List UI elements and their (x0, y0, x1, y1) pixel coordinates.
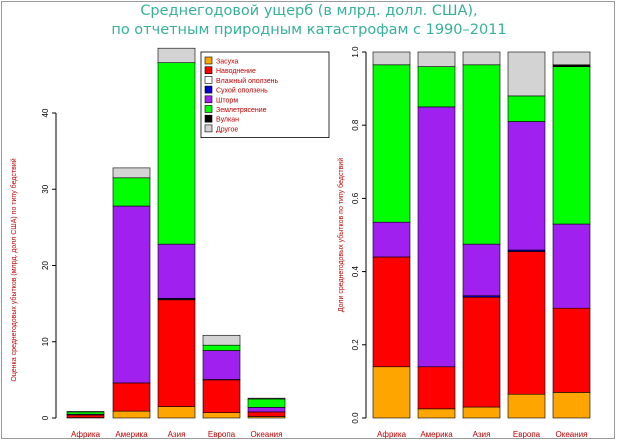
bar-segment-1 (112, 382, 151, 412)
legend-box (200, 51, 330, 138)
bar-segment-1 (112, 410, 151, 419)
x-category-label-2: Америка (420, 430, 453, 439)
chart-title: Среднегодовой ущерб (в млрд. долл. США),… (0, 2, 618, 40)
y-tick-label-2: 0.0 (351, 412, 360, 424)
y-tick-label-1: 10 (41, 337, 50, 346)
y-tick-label-2: 1.0 (351, 46, 360, 58)
x-category-label-2: Африка (377, 430, 407, 439)
legend-label: Вулкан (216, 117, 239, 124)
x-category-label-1: Азия (168, 430, 186, 439)
bar-segment-2 (417, 366, 456, 410)
y-tick-label-2: 0.6 (351, 192, 360, 204)
bar-segment-2 (507, 95, 546, 122)
y-tick-label-1: 0 (41, 415, 50, 420)
legend-swatch (204, 85, 213, 94)
legend-label: Землетрясение (216, 107, 267, 114)
chart-title-line-1: Среднегодовой ущерб (в млрд. долл. США), (140, 3, 478, 19)
x-category-label-1: Америка (115, 430, 148, 439)
bar-segment-2 (372, 64, 411, 223)
legend-swatch (204, 76, 213, 84)
bar-segment-1 (202, 334, 241, 346)
bar-segment-2 (462, 296, 501, 408)
legend-swatch (204, 95, 213, 104)
bar-segment-1 (66, 414, 105, 418)
bar-segment-2 (462, 64, 501, 245)
chart-title-line-2: по отчетным природным катастрофам с 1990… (111, 22, 507, 38)
bar-segment-2 (462, 51, 501, 66)
y-tick-label-1: 40 (41, 108, 50, 117)
y-tick-label-2: 0.4 (351, 265, 360, 277)
x-category-label-1: Европа (208, 430, 236, 439)
bar-segment-1 (202, 412, 241, 419)
bar-segment-1 (66, 411, 105, 415)
bar-segment-2 (462, 406, 501, 419)
x-category-label-2: Европа (513, 430, 541, 439)
bar-segment-2 (417, 66, 456, 108)
legend-label: Наводнение (216, 68, 256, 75)
bar-segment-2 (372, 256, 411, 368)
y-axis-label-1: Оценка среднегодовых убытков (млрд. долл… (10, 158, 18, 381)
bar-segment-1 (157, 243, 196, 299)
bar-segment-2 (507, 51, 546, 97)
bar-segment-1 (157, 299, 196, 407)
legend-label: Сухой оползень (216, 87, 268, 95)
bar-segment-1 (247, 407, 286, 413)
legend-swatch (204, 66, 213, 74)
legend-label: Влажный оползень (216, 77, 278, 85)
bar-segment-1 (112, 177, 151, 207)
bar-segment-1 (202, 350, 241, 380)
legend-label: Засуха (216, 59, 239, 66)
y-axis-label-2: Доли среднегодовых убытков по типу бедст… (337, 158, 345, 312)
legend-swatch (204, 114, 213, 123)
bar-segment-1 (247, 411, 286, 417)
bar-segment-2 (417, 408, 456, 419)
bar-segment-2 (507, 251, 546, 395)
bar-segment-2 (552, 51, 591, 66)
bar-segment-1 (157, 62, 196, 245)
bar-segment-2 (372, 51, 411, 66)
bar-segment-2 (552, 392, 591, 419)
bar-segment-2 (372, 366, 411, 419)
bar-segment-2 (462, 243, 501, 297)
bar-segment-1 (247, 398, 286, 408)
bar-segment-1 (112, 167, 151, 179)
x-category-label-2: Океания (556, 430, 588, 439)
bar-segment-1 (157, 406, 196, 419)
y-tick-label-1: 30 (41, 184, 50, 193)
bar-segment-1 (112, 205, 151, 384)
legend-swatch (204, 56, 213, 65)
bar-segment-1 (157, 47, 196, 63)
x-category-label-1: Африка (71, 430, 101, 439)
bar-segment-2 (552, 66, 591, 225)
legend-swatch (204, 105, 213, 113)
x-category-label-2: Азия (473, 430, 491, 439)
bar-segment-2 (507, 393, 546, 419)
bar-segment-2 (552, 223, 591, 309)
y-tick-label-2: 0.2 (351, 339, 360, 351)
legend-swatch (204, 124, 213, 133)
bar-segment-2 (417, 51, 456, 67)
bar-segment-2 (552, 307, 591, 393)
bar-segment-1 (247, 397, 286, 400)
legend-label: Шторм (216, 97, 238, 104)
y-tick-label-1: 20 (41, 261, 50, 270)
bar-segment-2 (417, 106, 456, 368)
bar-segment-1 (202, 379, 241, 413)
x-category-label-1: Океания (251, 430, 283, 439)
bar-segment-2 (507, 121, 546, 251)
bar-segment-2 (372, 221, 411, 258)
bar-segment-1 (202, 344, 241, 351)
legend-label: Другое (216, 126, 238, 133)
y-tick-label-2: 0.8 (351, 119, 360, 131)
